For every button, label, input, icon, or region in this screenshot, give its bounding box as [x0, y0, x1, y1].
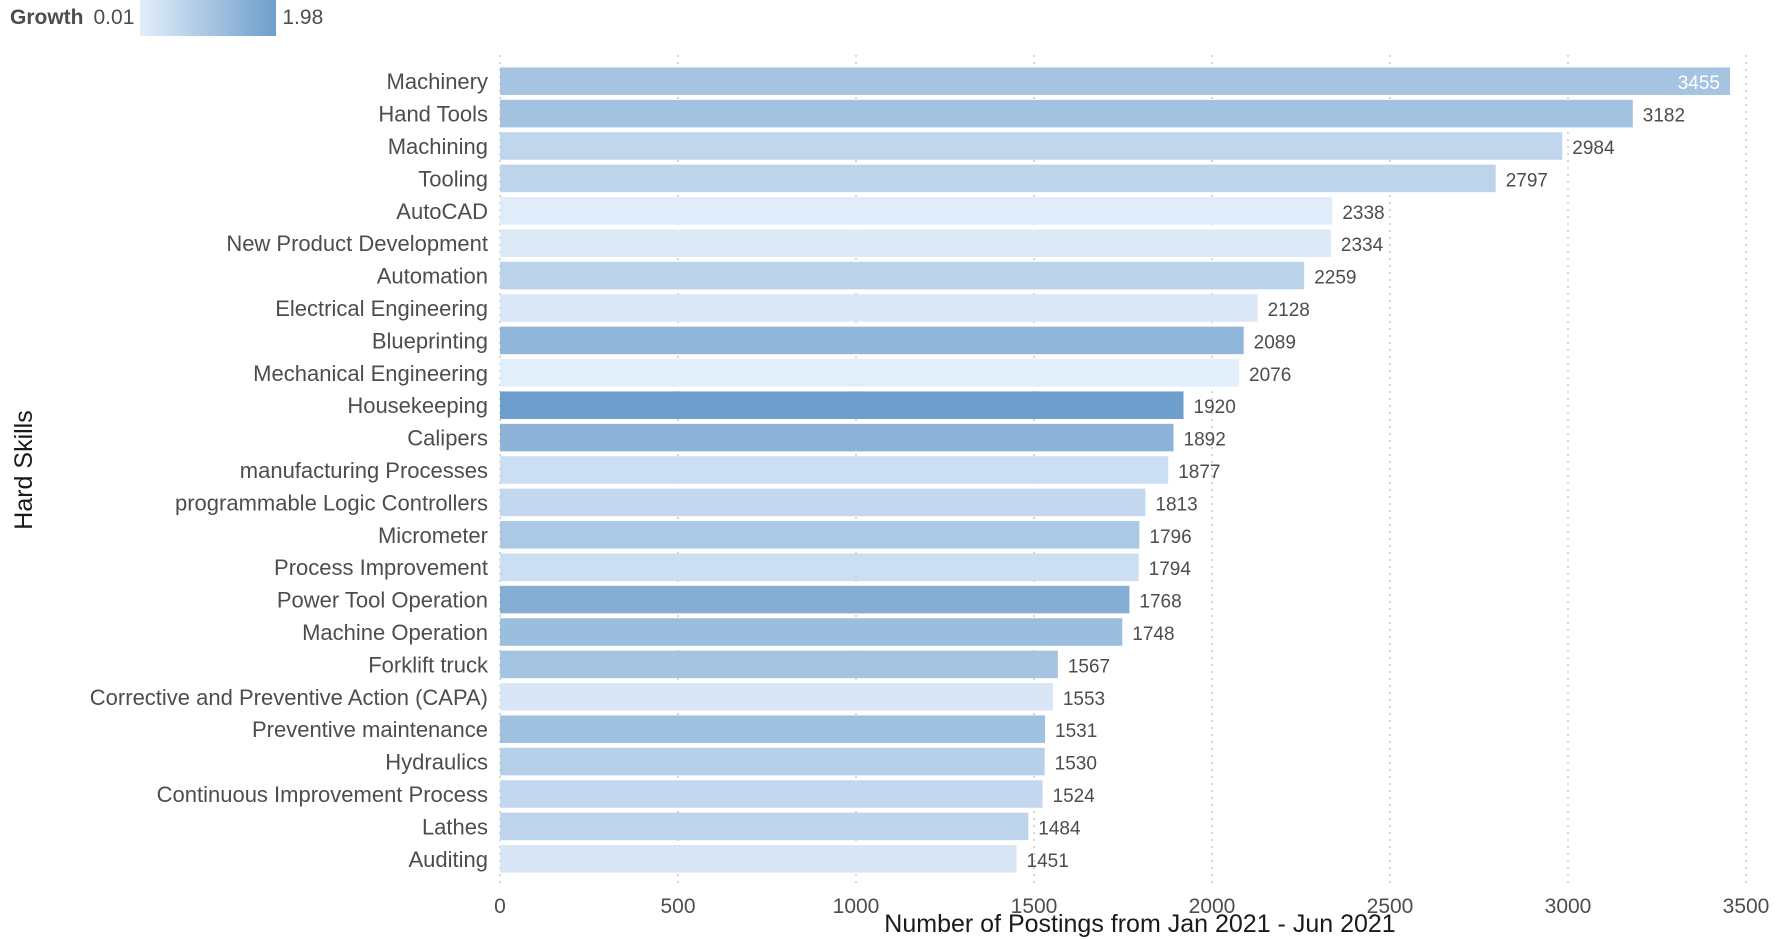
- bar: [500, 261, 1305, 290]
- bar-value-label: 1524: [1053, 786, 1096, 807]
- bar: [500, 845, 1017, 873]
- category-label: Micrometer: [378, 523, 488, 548]
- bar: [500, 747, 1045, 776]
- bar-value-label: 2984: [1572, 138, 1615, 159]
- bar-value-label: 1567: [1068, 656, 1110, 677]
- bar: [500, 715, 1046, 743]
- bar: [500, 359, 1240, 387]
- category-label: Automation: [377, 264, 488, 289]
- bar: [500, 585, 1130, 614]
- x-tick-label: 500: [660, 895, 695, 918]
- legend-gradient-bar: [140, 0, 277, 36]
- bar: [500, 294, 1258, 322]
- bar: [500, 553, 1139, 581]
- category-label: Calipers: [407, 426, 488, 451]
- category-label: Process Improvement: [274, 555, 488, 580]
- category-label: New Product Development: [226, 231, 488, 256]
- x-tick-label: 3500: [1723, 895, 1770, 918]
- category-label: Electrical Engineering: [275, 296, 488, 321]
- bar: [500, 326, 1244, 355]
- bar-value-label: 1531: [1055, 721, 1097, 742]
- bar: [500, 618, 1123, 646]
- category-label: Lathes: [422, 814, 488, 839]
- category-label: Tooling: [418, 166, 488, 191]
- bars: [500, 67, 1730, 873]
- bar-value-label: 1530: [1055, 754, 1097, 775]
- category-label: Housekeeping: [347, 393, 488, 418]
- bar-value-label: 1794: [1149, 559, 1192, 580]
- bar-value-label: 1920: [1194, 397, 1236, 418]
- bar-value-label: 1748: [1132, 624, 1174, 645]
- category-label: Forklift truck: [368, 652, 489, 677]
- category-label: Auditing: [408, 847, 488, 872]
- bar-value-label: 3182: [1643, 106, 1685, 127]
- category-label: Hand Tools: [378, 102, 488, 127]
- bar: [500, 780, 1043, 808]
- bar: [500, 391, 1184, 419]
- category-label: Mechanical Engineering: [253, 361, 488, 386]
- category-label: manufacturing Processes: [240, 458, 488, 483]
- bar-value-label: 3455: [1678, 73, 1720, 94]
- bar: [500, 132, 1563, 160]
- x-tick-label: 3000: [1545, 895, 1592, 918]
- category-label: Machining: [388, 134, 488, 159]
- bar: [500, 197, 1333, 225]
- bar-value-label: 1892: [1184, 430, 1226, 451]
- x-tick-label: 1500: [1011, 895, 1058, 918]
- x-axis-title: Number of Postings from Jan 2021 - Jun 2…: [884, 910, 1395, 938]
- bar: [500, 488, 1146, 517]
- bar-value-label: 1484: [1038, 818, 1081, 839]
- x-tick-label: 0: [494, 895, 506, 918]
- legend-title: Growth: [10, 6, 84, 29]
- x-tick-label: 2500: [1367, 895, 1414, 918]
- bar: [500, 521, 1140, 549]
- category-label: Machine Operation: [302, 620, 488, 645]
- bar-value-label: 2259: [1314, 268, 1356, 289]
- bar-value-label: 1813: [1155, 494, 1197, 515]
- category-label: programmable Logic Controllers: [175, 490, 488, 515]
- category-label: Corrective and Preventive Action (CAPA): [90, 685, 488, 710]
- bar-value-label: 2334: [1341, 235, 1384, 256]
- y-axis-title: Hard Skills: [10, 410, 38, 529]
- bar-value-label: 1768: [1139, 592, 1181, 613]
- x-tick-label: 2000: [1189, 895, 1236, 918]
- x-tick-label: 1000: [833, 895, 880, 918]
- bar-value-label: 1553: [1063, 689, 1105, 710]
- legend-min-label: 0.01: [93, 6, 135, 29]
- category-label: Blueprinting: [372, 328, 488, 353]
- x-tick-labels: 0 500 1000 1500 2000 2500 3000 3500: [494, 895, 1769, 918]
- category-label: Machinery: [387, 69, 488, 94]
- legend-max-label: 1.98: [282, 6, 324, 29]
- bar: [500, 67, 1730, 95]
- category-label: AutoCAD: [396, 199, 488, 224]
- category-label: Continuous Improvement Process: [157, 782, 488, 807]
- color-legend: Growth 0.01 1.98: [10, 0, 323, 36]
- bar-value-label: 1451: [1027, 851, 1069, 872]
- bar: [500, 229, 1331, 257]
- bar: [500, 423, 1174, 452]
- bar-value-label: 1796: [1149, 527, 1191, 548]
- bar: [500, 650, 1058, 679]
- bar: [500, 456, 1169, 484]
- category-label: Power Tool Operation: [277, 588, 488, 613]
- bar-value-label: 1877: [1178, 462, 1220, 483]
- category-label: Preventive maintenance: [252, 717, 488, 742]
- category-label: Hydraulics: [385, 750, 488, 775]
- bar: [500, 683, 1053, 711]
- bar: [500, 812, 1029, 841]
- bar: [500, 99, 1633, 128]
- bar: [500, 164, 1496, 193]
- bar-value-label: 2076: [1249, 365, 1291, 386]
- bar-value-label: 2128: [1268, 300, 1310, 321]
- bar-value-label: 2338: [1342, 203, 1384, 224]
- bar-value-label: 2089: [1254, 332, 1296, 353]
- category-labels: Machinery Hand Tools Machining Tooling AutoC…: [90, 69, 489, 872]
- bar-value-label: 2797: [1506, 170, 1548, 191]
